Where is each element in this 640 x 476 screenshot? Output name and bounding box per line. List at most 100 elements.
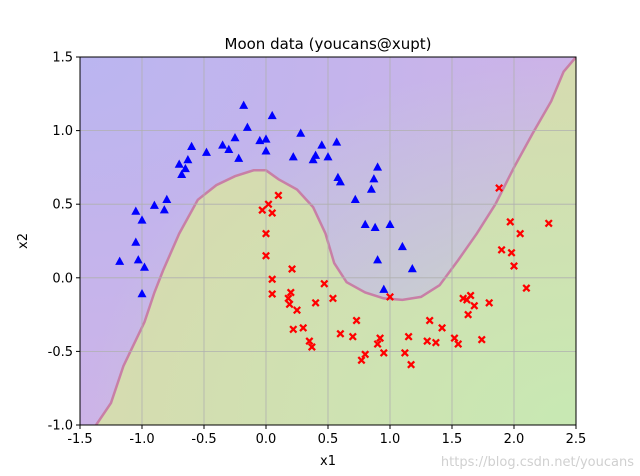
- x-marker: [258, 206, 267, 215]
- x-marker: [450, 334, 459, 343]
- y-tick-label: -0.5: [48, 345, 73, 360]
- x-marker: [438, 323, 447, 332]
- x-marker: [431, 338, 440, 347]
- x-tick-label: -0.5: [191, 432, 216, 447]
- x-marker: [289, 325, 298, 334]
- x-marker: [386, 292, 394, 301]
- x-marker: [404, 332, 413, 341]
- x-marker: [485, 298, 494, 307]
- triangle-marker: [162, 194, 172, 204]
- triangle-marker: [360, 219, 370, 229]
- x-marker: [274, 191, 283, 200]
- triangle-marker: [373, 255, 383, 264]
- triangle-marker: [159, 205, 169, 214]
- triangle-marker: [323, 152, 333, 161]
- triangle-marker: [317, 140, 327, 149]
- x-marker: [425, 316, 434, 325]
- x-marker: [516, 229, 525, 238]
- x-marker: [507, 248, 516, 257]
- y-tick-label: 0.0: [52, 271, 73, 286]
- x-tick-label: 2.5: [566, 432, 587, 447]
- triangle-marker: [267, 110, 277, 120]
- x-marker: [320, 279, 329, 288]
- triangle-marker: [180, 163, 190, 173]
- triangle-marker: [242, 122, 252, 131]
- x-marker: [376, 334, 385, 343]
- triangle-marker: [174, 159, 184, 168]
- triangle-marker: [373, 162, 383, 171]
- triangle-marker: [296, 128, 306, 137]
- triangle-marker: [183, 155, 193, 164]
- x-marker: [286, 288, 295, 297]
- x-marker: [268, 209, 277, 218]
- y-tick-label: 1.0: [52, 124, 73, 139]
- triangle-marker: [131, 237, 141, 246]
- triangle-marker: [311, 150, 321, 159]
- x-marker: [373, 340, 382, 349]
- chart-title: Moon data (youcans@xupt): [225, 35, 432, 53]
- triangle-marker: [218, 140, 228, 149]
- x-marker: [299, 323, 308, 332]
- data-points: [115, 100, 553, 369]
- x-tick-label: 1.0: [380, 432, 401, 447]
- triangle-marker: [261, 134, 271, 143]
- x-marker: [423, 337, 432, 346]
- x-marker: [477, 335, 486, 344]
- triangle-marker: [234, 153, 244, 162]
- y-axis-ticks: -1.0 -0.5 0.0 0.5 1.0 1.5: [48, 51, 80, 434]
- triangle-marker: [187, 141, 197, 151]
- x-marker: [544, 219, 553, 228]
- x-marker: [506, 217, 515, 226]
- x-tick-label: 1.5: [442, 432, 463, 447]
- x-tick-label: -1.5: [67, 432, 92, 447]
- triangle-marker: [201, 147, 211, 156]
- x-marker: [284, 294, 293, 303]
- x-axis-ticks: -1.5 -1.0 -0.5 0.0 0.5 1.0 1.5 2.0 2.5: [67, 425, 586, 447]
- triangle-marker: [288, 152, 298, 161]
- x-marker: [307, 342, 316, 351]
- triangle-marker: [137, 215, 147, 224]
- x-marker: [495, 184, 504, 193]
- x-marker: [305, 337, 314, 346]
- triangle-marker: [224, 144, 234, 153]
- triangle-marker: [137, 288, 147, 298]
- x-tick-label: 2.0: [504, 432, 525, 447]
- y-tick-label: -1.0: [48, 419, 73, 434]
- triangle-marker: [230, 132, 240, 142]
- x-marker: [264, 200, 273, 209]
- triangle-marker: [385, 219, 395, 229]
- x-marker: [268, 275, 277, 284]
- triangle-marker: [407, 263, 417, 273]
- triangle-marker: [332, 137, 342, 146]
- triangle-marker: [177, 169, 187, 179]
- grid: [80, 57, 576, 425]
- x-tick-label: -1.0: [129, 432, 154, 447]
- x-marker: [522, 284, 531, 293]
- triangle-marker: [350, 194, 360, 204]
- x-marker: [454, 340, 463, 349]
- triangle-marker: [131, 206, 141, 215]
- watermark: https://blog.csdn.net/youcans: [440, 455, 634, 470]
- x-marker: [357, 356, 366, 365]
- y-tick-label: 1.5: [52, 51, 73, 66]
- x-tick-label: 0.5: [318, 432, 339, 447]
- x-marker: [336, 329, 345, 338]
- x-marker: [262, 229, 270, 238]
- x-marker: [328, 294, 337, 303]
- triangle-marker: [335, 177, 345, 186]
- x-marker: [470, 301, 479, 310]
- x-marker: [293, 306, 301, 315]
- x-marker: [311, 298, 320, 307]
- triangle-marker: [115, 256, 125, 265]
- x-marker: [288, 264, 297, 273]
- triangle-marker: [397, 241, 407, 251]
- x-marker: [510, 262, 518, 271]
- plot-area: [80, 57, 576, 425]
- triangle-marker: [369, 174, 379, 183]
- triangle-marker: [370, 222, 380, 232]
- x-marker: [400, 348, 409, 357]
- x-marker: [407, 360, 416, 369]
- x-marker: [352, 316, 361, 325]
- triangle-marker: [308, 155, 318, 164]
